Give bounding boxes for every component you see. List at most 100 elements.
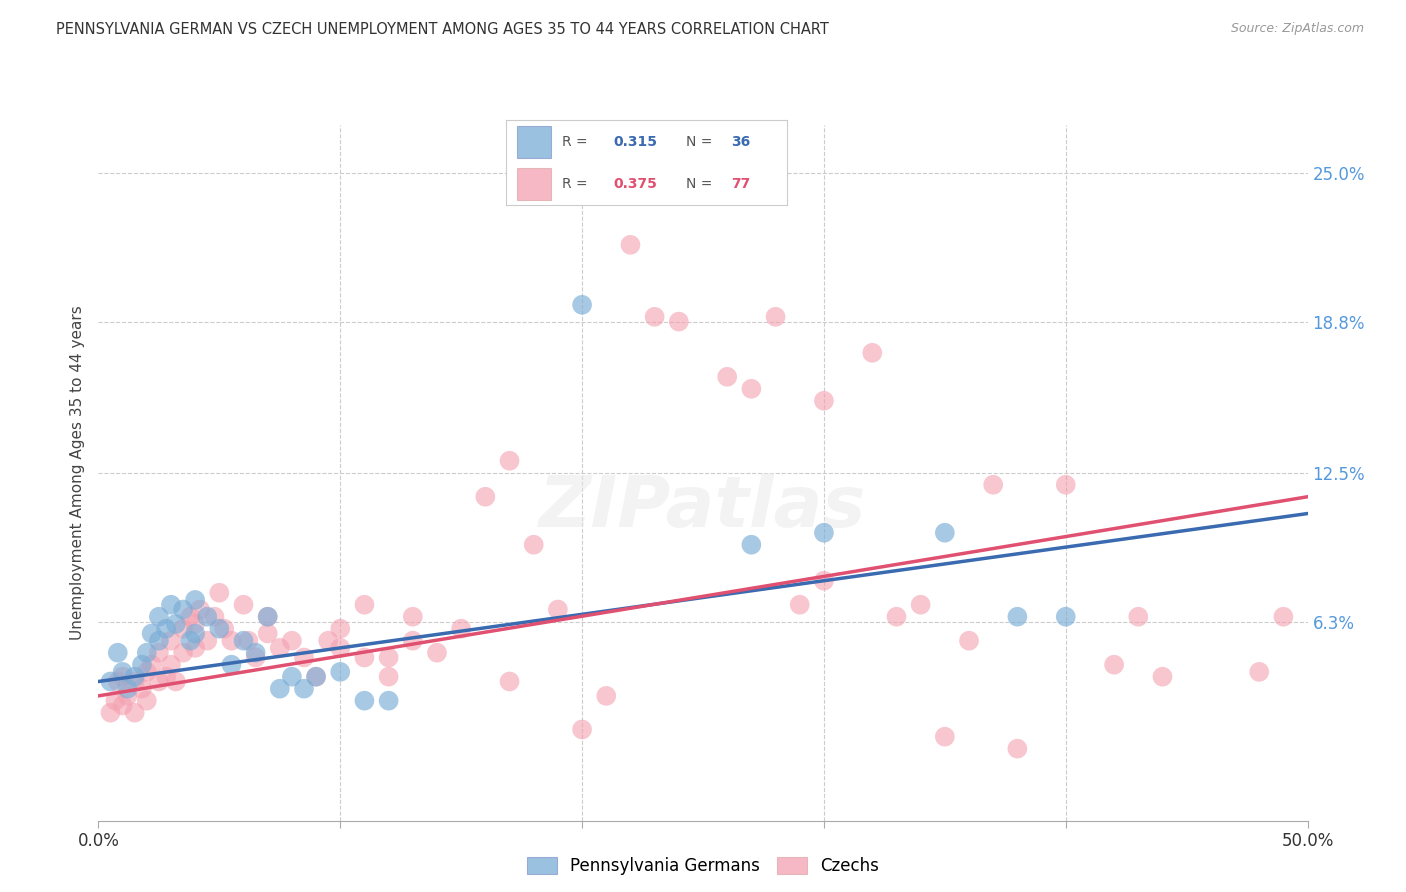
Point — [329, 665, 352, 679]
Point — [148, 646, 170, 660]
Point — [1128, 609, 1150, 624]
Point — [1152, 670, 1174, 684]
Point — [668, 315, 690, 329]
Point — [160, 657, 183, 672]
Point — [245, 646, 267, 660]
Point — [232, 598, 254, 612]
Point — [104, 694, 127, 708]
Point — [981, 477, 1004, 491]
Point — [179, 633, 201, 648]
Point — [172, 602, 194, 616]
Point — [141, 626, 163, 640]
Point — [957, 633, 980, 648]
Point — [377, 650, 399, 665]
Point — [238, 633, 260, 648]
Point — [208, 622, 231, 636]
Point — [292, 681, 315, 696]
Point — [184, 593, 207, 607]
Point — [353, 650, 375, 665]
Point — [498, 454, 520, 468]
Point — [934, 525, 956, 540]
Point — [1007, 741, 1029, 756]
Point — [256, 609, 278, 624]
Point — [100, 706, 122, 720]
Point — [165, 616, 187, 631]
Point — [305, 670, 328, 684]
Point — [124, 674, 146, 689]
Point — [195, 609, 218, 624]
Point — [716, 369, 738, 384]
FancyBboxPatch shape — [517, 168, 551, 200]
Point — [547, 602, 569, 616]
Point — [281, 633, 304, 648]
Text: 0.375: 0.375 — [613, 177, 657, 191]
Point — [135, 646, 157, 660]
Point — [204, 609, 226, 624]
Point — [208, 585, 231, 599]
Point — [111, 670, 134, 684]
Point — [148, 633, 170, 648]
Point — [813, 574, 835, 588]
Point — [117, 681, 139, 696]
Point — [789, 598, 811, 612]
Point — [353, 598, 375, 612]
Legend: Pennsylvania Germans, Czechs: Pennsylvania Germans, Czechs — [520, 850, 886, 882]
Point — [131, 657, 153, 672]
Point — [172, 622, 194, 636]
Point — [886, 609, 908, 624]
Text: 77: 77 — [731, 177, 751, 191]
Point — [135, 665, 157, 679]
Point — [1102, 657, 1125, 672]
Point — [860, 346, 883, 360]
Point — [1054, 609, 1077, 624]
Point — [155, 670, 177, 684]
Point — [179, 609, 201, 624]
Point — [188, 602, 211, 616]
Point — [269, 681, 291, 696]
Point — [148, 609, 170, 624]
Point — [523, 538, 546, 552]
Point — [184, 640, 207, 655]
Point — [450, 622, 472, 636]
Y-axis label: Unemployment Among Ages 35 to 44 years: Unemployment Among Ages 35 to 44 years — [69, 305, 84, 640]
Point — [245, 650, 267, 665]
Point — [165, 674, 187, 689]
Point — [111, 665, 134, 679]
Point — [474, 490, 496, 504]
Point — [595, 689, 617, 703]
Point — [498, 674, 520, 689]
Point — [619, 237, 641, 252]
Point — [426, 646, 449, 660]
Point — [107, 646, 129, 660]
Text: N =: N = — [686, 135, 717, 149]
Point — [281, 670, 304, 684]
Point — [100, 674, 122, 689]
Point — [740, 538, 762, 552]
Point — [571, 298, 593, 312]
Point — [124, 706, 146, 720]
Point — [377, 670, 399, 684]
Point — [160, 633, 183, 648]
Point — [329, 622, 352, 636]
Point — [765, 310, 787, 324]
Point — [1007, 609, 1029, 624]
Point — [160, 598, 183, 612]
Point — [107, 674, 129, 689]
Point — [232, 633, 254, 648]
Text: N =: N = — [686, 177, 717, 191]
Text: 36: 36 — [731, 135, 751, 149]
Text: Source: ZipAtlas.com: Source: ZipAtlas.com — [1230, 22, 1364, 36]
Point — [184, 616, 207, 631]
Point — [141, 657, 163, 672]
Point — [148, 674, 170, 689]
Point — [1054, 477, 1077, 491]
Point — [111, 698, 134, 713]
Text: R =: R = — [562, 177, 592, 191]
Point — [256, 609, 278, 624]
Point — [571, 723, 593, 737]
Text: ZIPatlas: ZIPatlas — [540, 473, 866, 542]
Point — [813, 525, 835, 540]
Point — [155, 622, 177, 636]
Point — [402, 609, 425, 624]
Point — [934, 730, 956, 744]
